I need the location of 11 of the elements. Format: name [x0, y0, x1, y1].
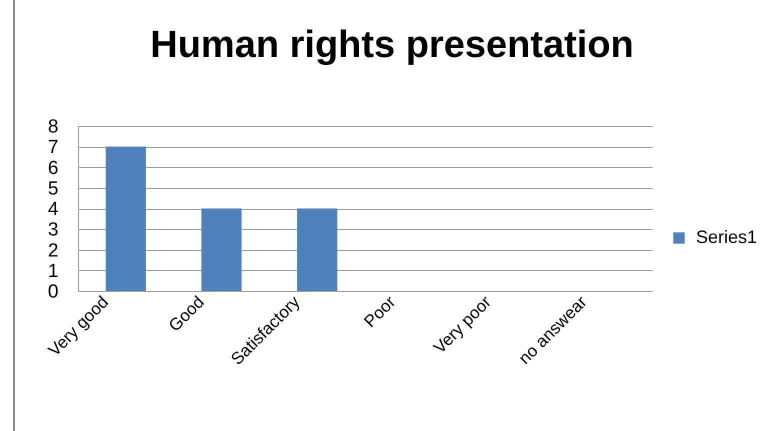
legend-label: Series1	[696, 227, 758, 247]
chart-title: Human rights presentation	[150, 24, 634, 66]
y-tick-label: 6	[48, 158, 58, 179]
y-tick-label: 4	[48, 199, 59, 220]
y-tick-label: 5	[48, 178, 58, 200]
y-tick-label: 7	[48, 137, 58, 158]
y-tick-label: 8	[48, 116, 58, 138]
y-tick-label: 3	[48, 220, 58, 241]
y-tick-label: 2	[48, 240, 58, 262]
y-tick-label: 1	[48, 260, 58, 282]
y-tick-label: 0	[48, 282, 58, 302]
